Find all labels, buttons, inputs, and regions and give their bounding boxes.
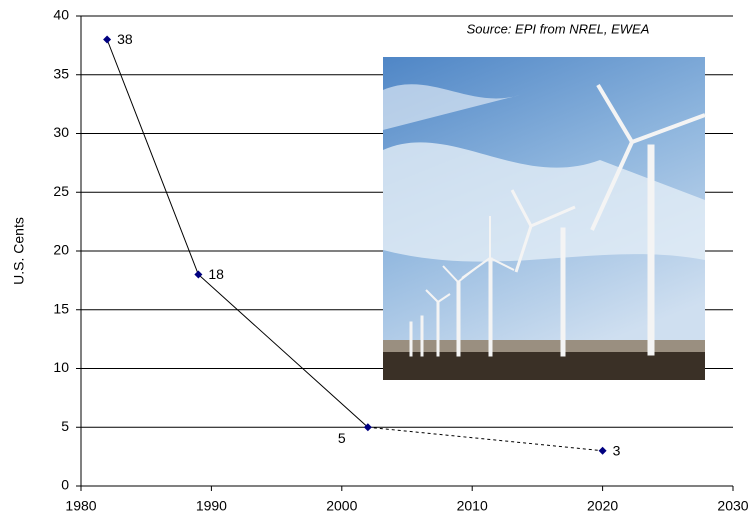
y-tick-label: 25 xyxy=(53,183,69,199)
y-tick-label: 10 xyxy=(53,359,69,375)
point-marker xyxy=(194,270,203,279)
data-label: 38 xyxy=(117,31,133,47)
y-tick-label: 20 xyxy=(53,242,69,258)
point-marker xyxy=(103,35,112,44)
y-axis-title: U.S. Cents xyxy=(11,217,27,285)
x-tick-label: 2030 xyxy=(717,498,748,514)
source-annotation: Source: EPI from NREL, EWEA xyxy=(467,21,650,36)
y-tick-label: 35 xyxy=(53,65,69,81)
x-tick-label: 1980 xyxy=(65,498,96,514)
y-tick-label: 40 xyxy=(53,7,69,23)
point-marker xyxy=(363,423,372,432)
series-line xyxy=(367,426,603,452)
point-marker xyxy=(598,446,607,455)
x-tick-label: 2010 xyxy=(457,498,488,514)
y-tick-label: 30 xyxy=(53,124,69,140)
data-label: 3 xyxy=(613,442,621,458)
photo xyxy=(383,57,706,380)
x-tick-label: 2020 xyxy=(587,498,618,514)
y-tick-label: 15 xyxy=(53,300,69,316)
data-label: 5 xyxy=(338,430,346,446)
data-label: 18 xyxy=(208,266,224,282)
x-tick-label: 1990 xyxy=(196,498,227,514)
y-tick-label: 0 xyxy=(61,477,69,493)
y-tick-label: 5 xyxy=(61,418,69,434)
x-tick-label: 2000 xyxy=(326,498,357,514)
series-line xyxy=(106,39,369,428)
